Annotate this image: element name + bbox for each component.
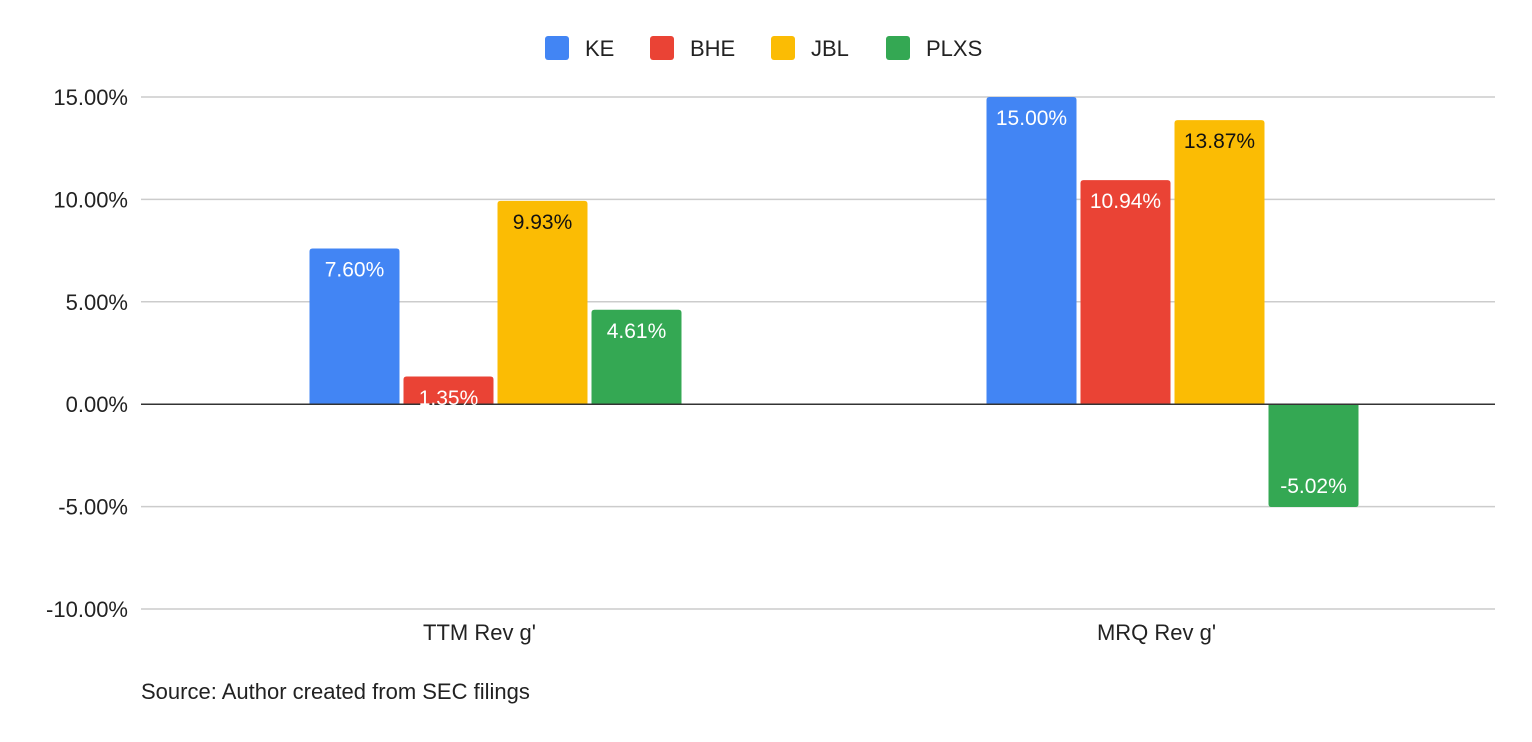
bar-bhe	[1080, 180, 1171, 405]
legend-swatch-plxs	[886, 36, 910, 60]
x-category-label: TTM Rev g'	[423, 620, 536, 645]
legend-label-ke: KE	[585, 36, 614, 61]
legend: KE BHE JBL PLXS	[545, 36, 982, 61]
legend-swatch-jbl	[771, 36, 795, 60]
bar-ke	[986, 97, 1077, 405]
bar-bhe	[403, 376, 494, 405]
y-tick-label: -10.00%	[46, 597, 128, 622]
data-label: 15.00%	[996, 107, 1067, 130]
y-tick-label: -5.00%	[58, 495, 128, 520]
legend-label-plxs: PLXS	[926, 36, 982, 61]
source-note: Source: Author created from SEC filings	[141, 679, 530, 704]
bars	[309, 97, 1359, 508]
data-label: 10.94%	[1090, 190, 1161, 213]
bar-plxs	[591, 309, 682, 405]
data-label: 1.35%	[419, 387, 479, 410]
bar-jbl	[1174, 120, 1265, 405]
data-label: 7.60%	[325, 259, 385, 282]
bar-plxs	[1268, 404, 1359, 508]
y-tick-label: 5.00%	[66, 290, 128, 315]
legend-label-jbl: JBL	[811, 36, 849, 61]
bar-ke	[309, 248, 400, 405]
legend-swatch-bhe	[650, 36, 674, 60]
data-label: 13.87%	[1184, 130, 1255, 153]
y-axis-ticks: 15.00% 10.00% 5.00% 0.00% -5.00% -10.00%	[46, 85, 128, 622]
data-label: 4.61%	[607, 320, 667, 343]
y-tick-label: 10.00%	[53, 187, 128, 212]
legend-label-bhe: BHE	[690, 36, 735, 61]
y-tick-label: 15.00%	[53, 85, 128, 110]
x-axis-categories: TTM Rev g' MRQ Rev g'	[423, 620, 1216, 645]
x-category-label: MRQ Rev g'	[1097, 620, 1216, 645]
bar-jbl	[497, 200, 588, 405]
y-tick-label: 0.00%	[66, 392, 128, 417]
data-label: -5.02%	[1280, 475, 1347, 498]
legend-swatch-ke	[545, 36, 569, 60]
data-labels: 7.60% 1.35% 9.93% 4.61% 15.00% 10.94% 13.87% -5…	[325, 107, 1347, 498]
data-label: 9.93%	[513, 211, 573, 234]
